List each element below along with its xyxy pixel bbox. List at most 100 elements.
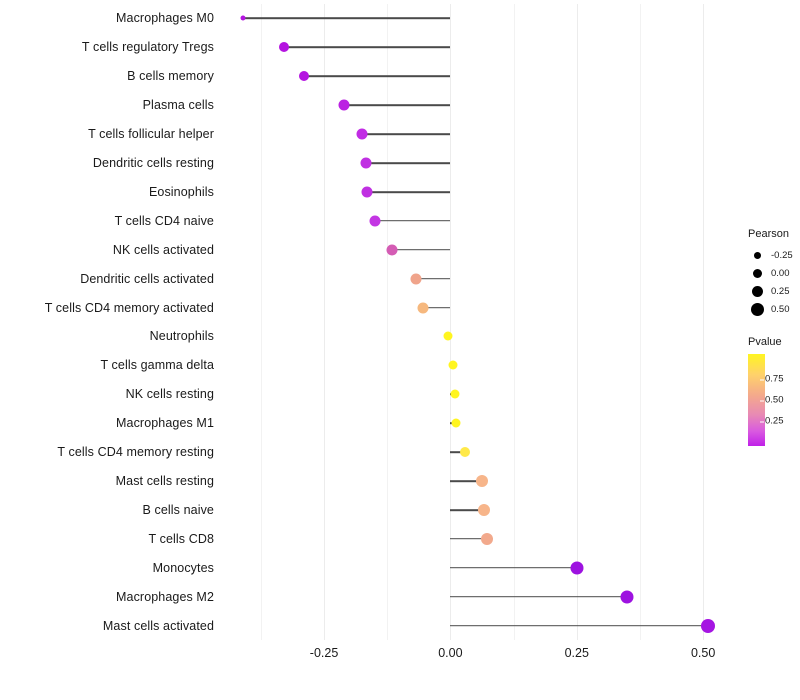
y-axis-labels: Macrophages M0 T cells regulatory Tregs B … [0,0,222,700]
legend-size-swatch-box [748,251,766,259]
legend-size-label: -0.25 [771,249,793,261]
lollipop-point[interactable] [701,618,716,633]
lollipop-point[interactable] [417,302,429,314]
lollipop-stem [450,509,484,511]
y-axis-tick-label: T cells CD4 naive [114,213,214,228]
lollipop-stem [243,17,451,20]
lollipop-stem [450,480,482,482]
legend-size-dot [753,251,761,259]
y-axis-tick-label: Dendritic cells activated [80,271,214,286]
legend-size-item: 0.25 [748,282,800,300]
lollipop-point[interactable] [369,215,381,227]
y-axis-tick-label: Plasma cells [142,97,214,112]
legend-size-item: 0.50 [748,300,800,318]
gridline-major [324,4,326,640]
lollipop-point[interactable] [410,273,422,285]
y-axis-tick-label: Dendritic cells resting [92,155,214,170]
lollipop-point[interactable] [480,532,493,545]
gridline-minor [260,4,262,640]
colorbar-wrap: 0.75 0.50 0.25 [748,354,800,446]
lollipop-stem [415,277,451,280]
gridline-minor [387,4,389,640]
lollipop-stem [450,624,709,627]
lollipop-stem [450,538,487,540]
gridline-major [450,4,452,640]
lollipop-point[interactable] [360,157,372,169]
lollipop-stem [367,191,451,193]
legend-size-dot [752,268,762,278]
legend-pvalue-title: Pvalue [748,336,782,348]
y-axis-tick-label: Mast cells resting [115,473,214,488]
lollipop-stem [303,75,451,78]
gridline-minor [639,4,641,640]
lollipop-point[interactable] [620,590,634,604]
legend-pearson-size: Pearson -0.25 0.00 0.25 0.50 [748,228,800,318]
y-axis-tick-label: Macrophages M2 [116,589,214,604]
y-axis-tick-label: Macrophages M1 [116,415,214,430]
x-axis: -0.25 0.00 0.25 0.50 [228,640,736,670]
x-axis-tick-label: 0.50 [690,646,716,660]
lollipop-point[interactable] [356,128,368,140]
legend-size-swatch-box [748,268,766,278]
y-axis-tick-label: Mast cells activated [102,618,214,633]
colorbar-tick-label: 0.50 [760,394,784,406]
lollipop-stem [450,595,628,598]
y-axis-tick-label: Macrophages M0 [116,11,214,26]
y-axis-tick-label: Eosinophils [148,184,214,199]
y-axis-tick-label: T cells gamma delta [100,358,214,373]
colorbar-tick-label: 0.75 [760,373,784,385]
lollipop-point[interactable] [477,503,490,516]
y-axis-tick-label: T cells CD8 [148,531,214,546]
gridline-major [576,4,578,640]
lollipop-stem [283,46,451,49]
colorbar-ticks: 0.75 0.50 0.25 [760,354,799,446]
lollipop-point[interactable] [361,186,373,198]
legend-size-swatch-box [748,302,766,316]
legend-size-item: 0.00 [748,264,800,282]
y-axis-tick-label: T cells regulatory Tregs [81,40,214,55]
legend-size-swatch-box [748,285,766,297]
lollipop-point[interactable] [451,418,461,428]
plot-panel [228,4,736,640]
x-axis-tick-label: 0.25 [564,646,589,660]
y-axis-tick-label: B cells naive [142,502,214,517]
lollipop-point[interactable] [278,42,289,53]
y-axis-tick-label: B cells memory [127,69,214,84]
legend-pearson-items: -0.25 0.00 0.25 0.50 [748,246,800,318]
legend-size-item: -0.25 [748,246,800,264]
y-axis-tick-label: NK cells resting [125,387,214,402]
lollipop-stem [365,162,451,164]
legend-size-dot [750,302,764,316]
lollipop-point[interactable] [338,99,350,111]
lollipop-stem [450,451,465,453]
y-axis-tick-label: Neutrophils [149,329,214,344]
x-axis-tick-label: 0.00 [438,646,463,660]
lollipop-point[interactable] [240,15,246,21]
y-axis-tick-label: T cells follicular helper [88,126,214,141]
lollipop-stem [344,104,451,106]
legend-pearson-title: Pearson [748,228,789,240]
lollipop-point[interactable] [386,244,398,256]
lollipop-stem [392,248,451,251]
lollipop-point[interactable] [443,331,453,341]
legend-size-label: 0.50 [771,303,790,315]
y-axis-tick-label: Monocytes [152,560,214,575]
lollipop-point[interactable] [450,389,460,399]
legend-size-label: 0.25 [771,285,790,297]
x-axis-tick-label: -0.25 [309,646,339,660]
lollipop-stem [450,566,577,569]
lollipop-point[interactable] [448,360,458,370]
y-axis-tick-label: T cells CD4 memory activated [44,300,214,315]
lollipop-point[interactable] [570,561,584,575]
legend-size-label: 0.00 [771,267,790,279]
lollipop-point[interactable] [298,71,309,82]
colorbar-tick-label: 0.25 [760,415,784,427]
y-axis-tick-label: NK cells activated [112,242,214,257]
lollipop-point[interactable] [475,475,488,487]
legend-size-dot [751,285,763,297]
lollipop-point[interactable] [459,447,470,458]
lollipop-stem [423,306,451,309]
colorbar-gradient [748,354,765,446]
lollipop-stem [375,220,451,222]
